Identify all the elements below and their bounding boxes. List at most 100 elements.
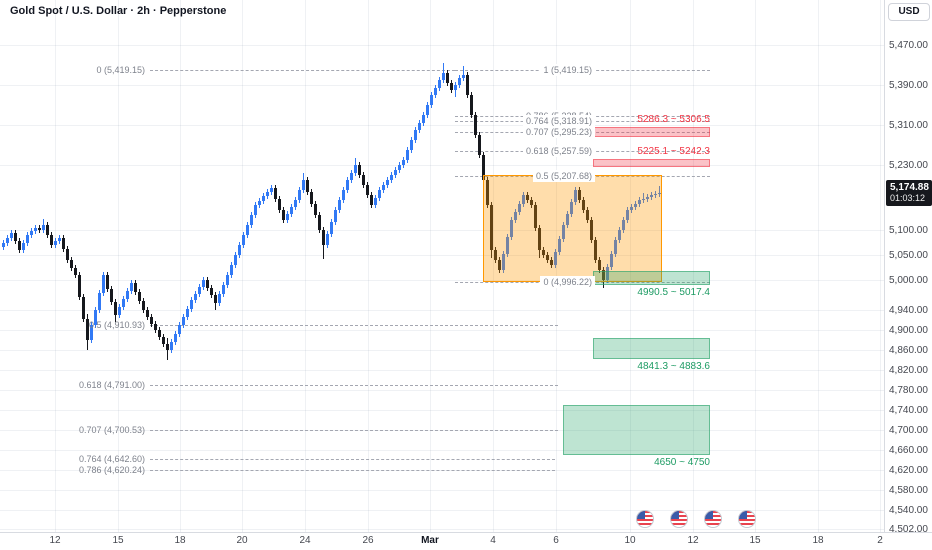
supply-zone [593,126,710,137]
fib-level-label: 0.764 (5,318.91) [522,114,595,127]
vertical-gridline [880,0,881,532]
price-axis-label: 5,310.00 [889,120,928,131]
time-axis-label[interactable]: 6 [553,535,559,546]
fib-level-label: 0.5 (4,910.93) [88,319,145,330]
candle [454,85,457,90]
time-axis-label[interactable]: 10 [624,535,636,546]
vertical-gridline [630,0,631,532]
candle [358,165,361,175]
zone-price-label: 5286.3 ~ 5306.5 [637,113,710,125]
candle [530,200,533,205]
time-axis-label[interactable]: 18 [174,535,186,546]
price-chart-canvas[interactable]: 0 (5,419.15) 0.5 (4,910.93) 0.618 (4,791.0… [0,0,884,532]
candle [98,292,101,310]
candle [658,192,661,194]
price-axis[interactable]: USD 5,174.88 01:03:12 5,470.00 5,390.00 5,… [884,0,932,535]
currency-toggle-button[interactable]: USD [888,3,930,21]
candle [138,292,141,301]
vertical-gridline [242,0,243,532]
candle [582,200,585,210]
candle [626,210,629,220]
zone-price-label: 4990.5 ~ 5017.4 [637,286,710,298]
candle [606,266,609,280]
horizontal-gridline [0,45,884,46]
candle [390,175,393,180]
candle [486,180,489,205]
candle [190,300,193,309]
vertical-gridline [818,0,819,532]
candle [26,235,29,243]
fib-level-line [150,429,558,431]
price-axis-label: 4,900.00 [889,325,928,336]
time-axis-label[interactable]: 4 [490,535,496,546]
demand-zone [563,405,710,455]
candle [554,251,557,265]
candle [346,180,349,190]
time-axis-label[interactable]: 15 [749,535,761,546]
price-axis-label: 4,740.00 [889,405,928,416]
time-axis[interactable]: 12 15 18 20 24 26 Mar 4 6 10 12 15 18 2 [0,532,932,550]
candle [570,201,573,214]
candle [538,227,541,250]
time-axis-label[interactable]: 26 [362,535,374,546]
candle [114,302,117,315]
candle [518,203,521,212]
candle [478,135,481,155]
horizontal-gridline [0,450,884,451]
horizontal-gridline [0,125,884,126]
price-axis-label: 4,580.00 [889,485,928,496]
price-axis-label: 5,100.00 [889,225,928,236]
candle [506,236,509,254]
candle [66,249,69,260]
time-axis-label[interactable]: Mar [421,535,439,546]
symbol-title[interactable]: Gold Spot / U.S. Dollar · 2h · Peppersto… [10,5,227,17]
candle [610,253,613,267]
candle [646,196,649,199]
candle [58,237,61,241]
economic-event-flag-icon[interactable] [637,511,653,527]
candle [106,275,109,289]
candle [614,240,617,254]
fib-level-line [150,324,558,326]
time-axis-label[interactable]: 12 [49,535,61,546]
candle [462,75,465,78]
candle [46,225,49,235]
candle [222,284,225,294]
time-axis-label[interactable]: 24 [299,535,311,546]
supply-zone [593,158,710,168]
candle [230,265,233,275]
vertical-gridline [693,0,694,532]
candle [562,225,565,239]
economic-event-flag-icon[interactable] [739,511,755,527]
time-axis-label[interactable]: 15 [112,535,124,546]
candle [442,72,445,80]
price-axis-label: 5,000.00 [889,275,928,286]
economic-event-flag-icon[interactable] [705,511,721,527]
candle [258,200,261,205]
time-axis-label[interactable]: 18 [812,535,824,546]
candle [146,310,149,317]
candle [386,180,389,185]
price-axis-label: 4,820.00 [889,365,928,376]
candle-wick [659,185,660,197]
fib-level-label: 0 (5,419.15) [96,65,145,76]
candle [326,233,329,245]
time-axis-label[interactable]: 2 [877,535,883,546]
candle [354,165,357,173]
time-axis-label[interactable]: 20 [236,535,248,546]
candle [278,198,281,210]
candle [366,185,369,195]
candle [90,325,93,340]
economic-event-flag-icon[interactable] [671,511,687,527]
candle [50,235,53,245]
price-axis-label: 4,660.00 [889,445,928,456]
candle [94,310,97,325]
candle [238,245,241,255]
candle [194,293,197,300]
candle [370,195,373,205]
fib-level-label: 0.5 (5,207.68) [532,170,595,183]
candle [650,195,653,197]
candle [246,225,249,235]
time-axis-label[interactable]: 12 [687,535,699,546]
candle [310,191,313,204]
